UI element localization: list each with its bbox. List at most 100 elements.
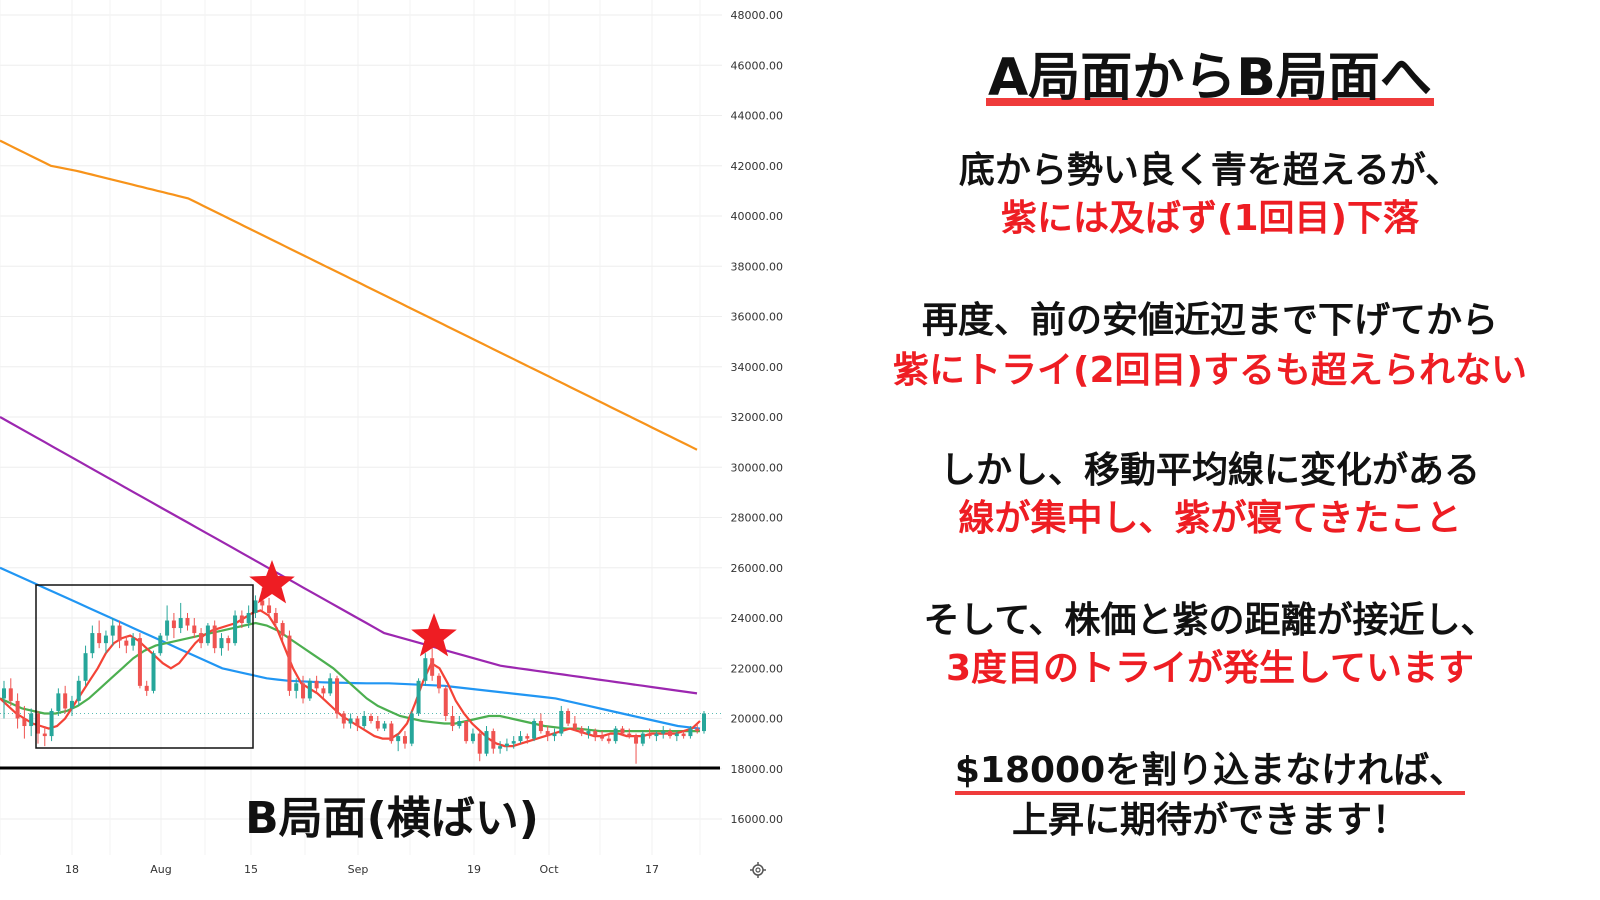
candle <box>280 620 285 641</box>
candle-body <box>260 600 265 606</box>
candle-body <box>613 728 618 742</box>
candle-body <box>511 741 516 744</box>
candle-body <box>559 710 564 734</box>
candle <box>22 705 27 739</box>
candle-body <box>525 736 530 739</box>
candle-body <box>423 658 428 681</box>
candle-body <box>165 620 170 636</box>
moving-average-line <box>0 139 698 451</box>
moving-average-lines <box>0 139 701 748</box>
candle-body <box>2 688 6 699</box>
y-axis-labels: 48000.00 46000.00 44000.00 42000.00 40000.00… <box>731 9 784 826</box>
candle-body <box>42 733 47 737</box>
candle <box>450 705 455 732</box>
candle <box>335 675 340 719</box>
candle-body <box>504 743 509 747</box>
candle <box>695 723 700 734</box>
candle-body <box>627 733 632 737</box>
candle <box>205 623 210 646</box>
candle <box>702 710 706 734</box>
candle-body <box>29 713 34 727</box>
explanation-panel: A局面からB局面へ 底から勢い良く青を超えるが、 紫には及ばず(1回目)下落 再… <box>820 0 1600 900</box>
x-tick-label: Aug <box>150 863 171 876</box>
candle <box>681 731 686 739</box>
candle <box>233 610 238 646</box>
candle-body <box>253 600 258 613</box>
candle-body <box>287 635 292 691</box>
candle-body <box>661 731 666 734</box>
candle-body <box>688 728 693 737</box>
candle <box>103 630 108 654</box>
candle <box>226 635 231 651</box>
candle-body <box>668 731 673 737</box>
candle <box>29 708 34 737</box>
block2-black-text: 再度、前の安値近辺まで下げてから <box>921 300 1498 341</box>
x-tick-label: 15 <box>244 863 258 876</box>
candle <box>348 713 353 729</box>
candle-body <box>586 731 591 734</box>
candle <box>185 612 190 631</box>
candle <box>253 595 258 618</box>
candle-body <box>402 736 407 744</box>
candle <box>484 726 489 757</box>
candle-body <box>151 653 156 691</box>
candle-body <box>49 710 54 737</box>
candle <box>396 733 401 752</box>
x-tick-label: Oct <box>539 863 559 876</box>
candle-body <box>572 723 577 729</box>
candle <box>328 673 333 696</box>
candle <box>532 718 537 742</box>
y-tick-label: 30000.00 <box>731 461 784 474</box>
candle <box>171 612 176 639</box>
candle-body <box>22 718 27 727</box>
candle-body <box>301 683 306 699</box>
candle <box>178 602 183 634</box>
candle-body <box>178 618 183 629</box>
candle-body <box>436 675 441 689</box>
candle <box>552 728 557 742</box>
candle-body <box>470 733 475 742</box>
candle-body <box>192 625 197 634</box>
candle <box>151 650 156 694</box>
candle-body <box>674 733 679 737</box>
candle <box>402 731 407 749</box>
candle-body <box>83 653 88 681</box>
candle <box>137 633 142 689</box>
candle <box>518 731 523 744</box>
candle-body <box>246 612 251 624</box>
candle-body <box>185 618 190 626</box>
candle <box>688 726 693 739</box>
block1-black-text: 底から勢い良く青を超えるが、 <box>958 150 1462 191</box>
candle-body <box>484 731 489 754</box>
x-tick-label: 19 <box>467 863 481 876</box>
moving-average-line <box>0 416 698 695</box>
candle <box>287 630 292 696</box>
block4-red-text: 3度目のトライが発生しています <box>946 648 1474 689</box>
x-tick-label: Sep <box>348 863 369 876</box>
candle <box>314 675 319 694</box>
candle-body <box>307 680 312 699</box>
x-axis-labels: 18 Aug 15 Sep 19 Oct 17 <box>65 863 659 876</box>
candle <box>674 731 679 742</box>
candle <box>586 726 591 739</box>
candle <box>273 607 278 629</box>
candle-body <box>702 713 706 732</box>
x-tick-label: 17 <box>645 863 659 876</box>
candle-body <box>362 715 367 727</box>
candle <box>634 733 639 764</box>
candle-body <box>144 685 149 691</box>
candle <box>212 620 217 654</box>
candle-body <box>117 625 122 641</box>
candle-body <box>538 721 543 732</box>
candle-body <box>219 638 224 649</box>
candle <box>83 645 88 686</box>
block2-red-text: 紫にトライ(2回目)するも超えられない <box>893 350 1527 391</box>
candle-body <box>328 678 333 694</box>
candle-body <box>124 640 129 646</box>
candle-body <box>382 723 387 729</box>
candle <box>470 728 475 744</box>
settings-gear-icon[interactable] <box>750 862 766 878</box>
candle-body <box>103 635 108 644</box>
candle-body <box>491 731 496 749</box>
candle-body <box>450 715 455 727</box>
